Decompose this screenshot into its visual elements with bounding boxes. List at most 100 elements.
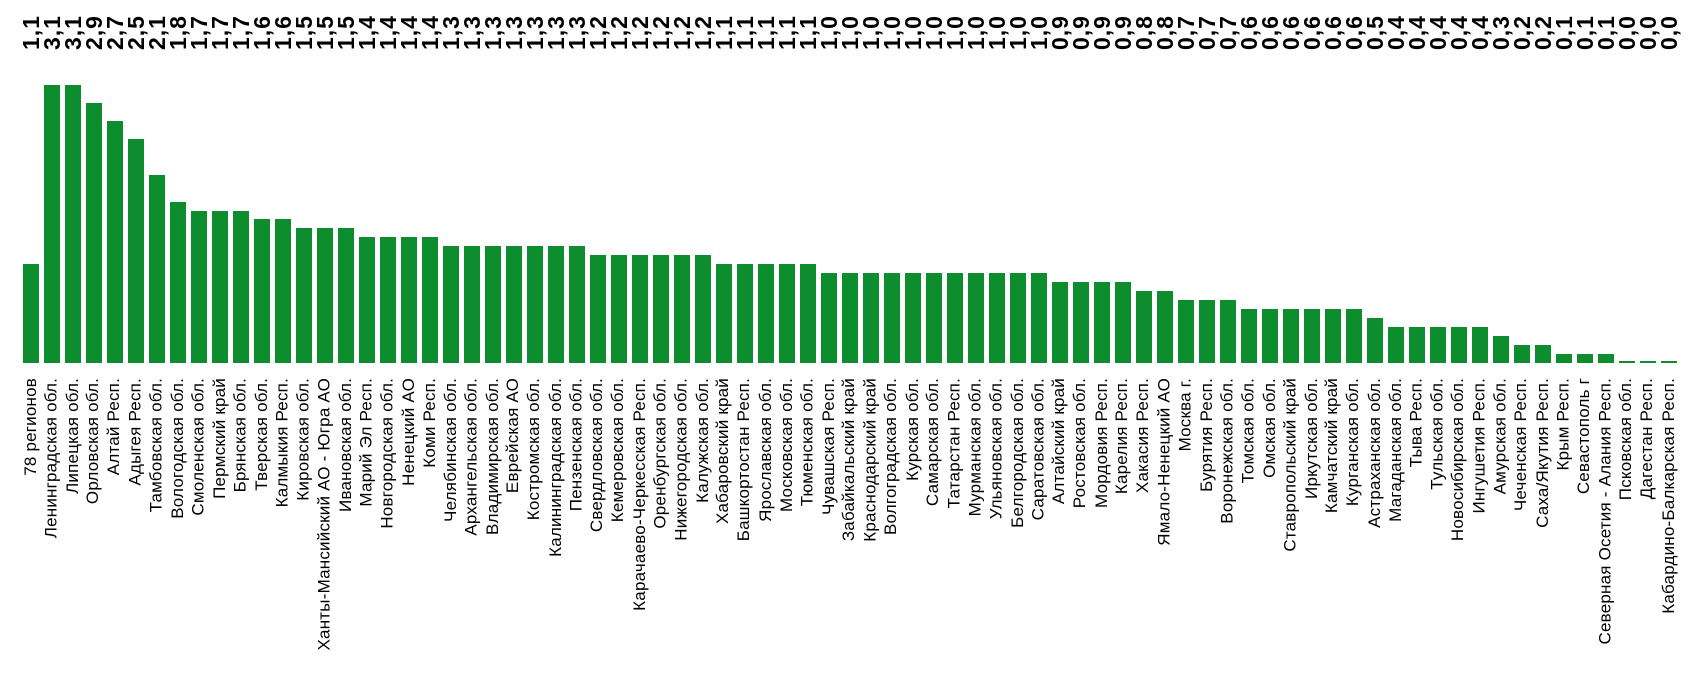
bar (484, 246, 501, 363)
bar (169, 202, 186, 363)
category-label: Алтай Респ. (104, 378, 124, 476)
category-label: Москва г. (1175, 378, 1195, 452)
category-label: Хабаровский край (713, 378, 733, 525)
category-label: Саха/Якутия Респ. (1532, 378, 1552, 528)
bar (1093, 282, 1110, 363)
category-label: Тыва Респ. (1406, 378, 1426, 468)
bar (148, 175, 165, 363)
category-label: Алтайский край (1049, 378, 1069, 505)
category-label: Ростовская обл. (1070, 378, 1090, 509)
category-label: Мурманская обл. (965, 378, 985, 517)
category-label: Дагестан Респ. (1637, 378, 1657, 500)
bar (379, 237, 396, 363)
category-label: Адыгея Респ. (125, 378, 145, 486)
category-label: Смоленская обл. (188, 378, 208, 516)
bar (106, 121, 123, 363)
category-label: Волгоградская обл. (881, 378, 901, 536)
category-label: Ингушетия Респ. (1469, 378, 1489, 514)
category-label: Самарская обл. (923, 378, 943, 507)
category-label: Московская обл. (776, 378, 796, 512)
category-label: Пензенская обл. (566, 378, 586, 512)
category-label: Орловская обл. (83, 378, 103, 505)
category-label: Пермский край (209, 378, 229, 499)
category-label: Забайкальский край (839, 378, 859, 542)
category-label: Северная Осетия - Алания Респ. (1595, 378, 1615, 645)
bar (1156, 291, 1173, 363)
bar (1261, 309, 1278, 363)
bar (862, 273, 879, 363)
bar (1639, 361, 1656, 363)
category-label: Челябинская обл. (440, 378, 460, 522)
category-label: Ханты-Мансийский АО - Югра АО (314, 378, 334, 651)
bar (799, 264, 816, 363)
bar (85, 103, 102, 363)
category-label: Ленинградская обл. (41, 378, 61, 539)
bar (715, 264, 732, 363)
bar (1618, 361, 1635, 363)
category-label: Саратовская обл. (1028, 378, 1048, 521)
bar (1114, 282, 1131, 363)
bar (358, 237, 375, 363)
category-label: Тамбовская обл. (146, 378, 166, 513)
bar (1366, 318, 1383, 363)
category-label: Томская обл. (1238, 378, 1258, 484)
category-label: Ульяновская обл. (986, 378, 1006, 520)
bar (1471, 327, 1488, 363)
category-label: Амурская обл. (1490, 378, 1510, 495)
bar (631, 255, 648, 363)
category-label: Чувашская Респ. (818, 378, 838, 515)
bar (505, 246, 522, 363)
bar (883, 273, 900, 363)
category-label: Нижегородская обл. (671, 378, 691, 541)
bar (1177, 300, 1194, 363)
bar (757, 264, 774, 363)
bar (1597, 354, 1614, 363)
category-label: Башкортостан Респ. (734, 378, 754, 542)
category-label: Магаданская обл. (1385, 378, 1405, 522)
bar (232, 211, 249, 363)
category-label: Мордовия Респ. (1091, 378, 1111, 508)
bar (1009, 273, 1026, 363)
bar (463, 246, 480, 363)
bar (736, 264, 753, 363)
category-label: Кемеровская обл. (608, 378, 628, 523)
category-label: Ивановская обл. (335, 378, 355, 512)
category-label: Бурятия Респ. (1196, 378, 1216, 492)
category-label: Тверская обл. (251, 378, 271, 491)
bar (568, 246, 585, 363)
bar (442, 246, 459, 363)
bar (652, 255, 669, 363)
bar (547, 246, 564, 363)
bar (253, 219, 270, 363)
bar (1408, 327, 1425, 363)
category-label: Хакасия Респ. (1133, 378, 1153, 494)
category-label: Карелия Респ. (1112, 378, 1132, 495)
bar (1660, 361, 1677, 363)
category-label: Тюменская обл. (797, 378, 817, 507)
bar (1534, 345, 1551, 363)
bar (190, 211, 207, 363)
category-label: Еврейская АО (503, 378, 523, 494)
bar (589, 255, 606, 363)
bar (778, 264, 795, 363)
bar (673, 255, 690, 363)
category-label: Липецкая обл. (62, 378, 82, 494)
bar (1345, 309, 1362, 363)
category-label: Кировская обл. (293, 378, 313, 501)
category-label: Ямало-Ненецкий АО (1154, 378, 1174, 546)
bar (1303, 309, 1320, 363)
category-label: Ярославская обл. (755, 378, 775, 522)
bar (22, 264, 39, 363)
category-label: Курганская обл. (1343, 378, 1363, 507)
category-label: Воронежская обл. (1217, 378, 1237, 524)
bar (337, 228, 354, 363)
bar (1072, 282, 1089, 363)
category-label: Курская обл. (902, 378, 922, 481)
bar (925, 273, 942, 363)
category-label: Крым Респ. (1553, 378, 1573, 471)
bar (610, 255, 627, 363)
bar (274, 219, 291, 363)
category-label: Ставропольский край (1280, 378, 1300, 552)
